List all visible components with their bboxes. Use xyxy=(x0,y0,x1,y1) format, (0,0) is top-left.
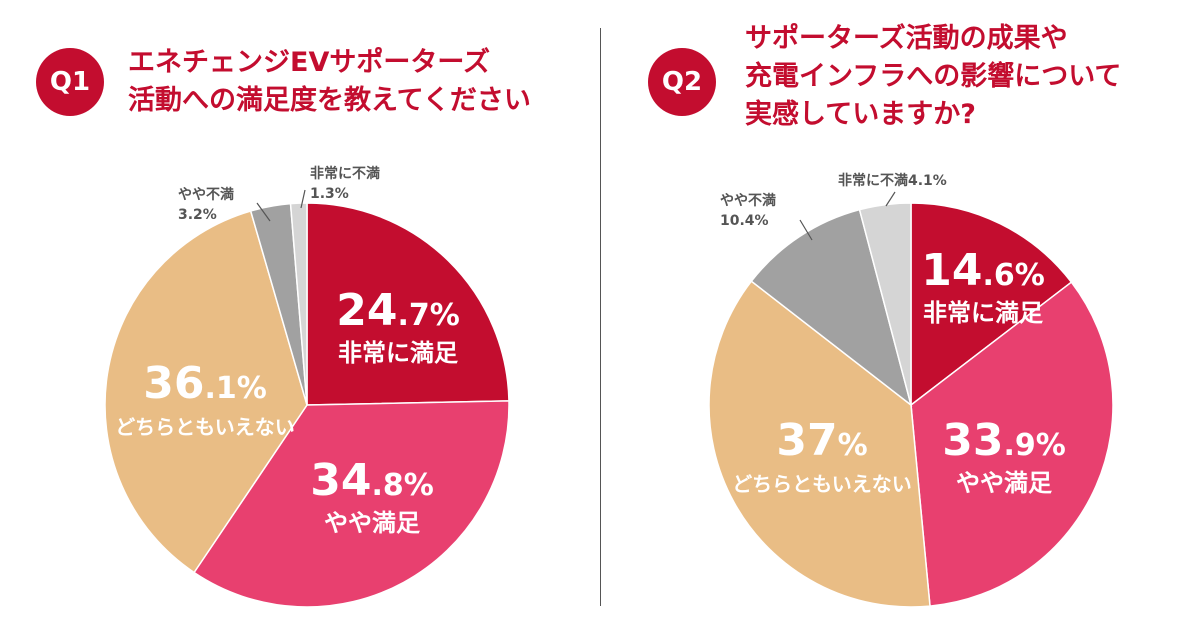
slice-category-label: やや満足 xyxy=(956,469,1052,497)
slice-category-label: やや不満 xyxy=(178,186,234,203)
pie-slice-very-satisfied xyxy=(306,202,510,406)
slice-category-text: 非常に不満 xyxy=(838,172,908,189)
slice-value-int: 37 xyxy=(776,415,837,466)
slice-category-label: 非常に満足 xyxy=(338,339,458,367)
q1-title: エネチェンジEVサポーターズ 活動への満足度を教えてください xyxy=(128,44,531,120)
q1-title-line-2: 活動への満足度を教えてください xyxy=(128,85,531,116)
pie-slice-somewhat-satisfied xyxy=(193,400,510,608)
slice-value-label: 24.7% xyxy=(336,285,460,336)
slice-value-int: 24 xyxy=(336,285,397,336)
slice-value-int: 34 xyxy=(310,455,371,506)
leader-line xyxy=(300,189,306,209)
slice-value-int: 33 xyxy=(942,415,1003,466)
q1-badge: Q1 xyxy=(36,48,104,116)
leader-line xyxy=(799,219,813,241)
slice-value-dec: .1% xyxy=(204,371,266,406)
pie-slice-neutral xyxy=(104,210,308,574)
slice-category-label: 非常に不満 xyxy=(310,165,380,182)
q2-badge: Q2 xyxy=(648,48,716,116)
q1-badge-label: Q1 xyxy=(49,67,91,97)
slice-value-label: 33.9% xyxy=(942,415,1066,466)
slice-value-label: 4.1% xyxy=(908,173,947,189)
pie-chart-q2: 14.6% 非常に満足 33.9% やや満足 37% どちらともいえない やや不満 10.4%… xyxy=(708,172,1114,608)
q2-title-line-3: 実感していますか? xyxy=(745,99,976,130)
q2-title-line-1: サポーターズ活動の成果や xyxy=(745,23,1068,54)
slice-value-dec: % xyxy=(838,428,868,463)
slice-category-label: やや不満 xyxy=(720,192,776,209)
pie-slice-somewhat-satisfied xyxy=(910,281,1114,607)
slice-category-label: 非常に満足 xyxy=(923,299,1043,327)
slice-category-label: どちらともいえない xyxy=(732,472,912,496)
pie-chart-q1: 24.7% 非常に満足 34.8% やや満足 36.1% どちらともいえない やや不満 3.2… xyxy=(104,165,510,608)
slice-value-label: 34.8% xyxy=(310,455,434,506)
slice-value-label: 10.4% xyxy=(720,213,769,229)
pie-slice-very-dissatisfied xyxy=(289,202,308,406)
slice-value-label: 3.2% xyxy=(178,207,217,223)
slice-value-dec: .6% xyxy=(982,258,1044,293)
slice-category-label: どちらともいえない xyxy=(115,415,295,439)
q2-title-line-2: 充電インフラへの影響について xyxy=(745,61,1122,92)
slice-category-label: やや満足 xyxy=(324,509,420,537)
pie-slice-very-dissatisfied xyxy=(858,202,912,406)
q2-badge-label: Q2 xyxy=(661,67,703,97)
slice-category-label: 非常に不満4.1% xyxy=(838,172,947,189)
leader-line xyxy=(885,191,896,207)
pie-slice-somewhat-dissatisfied xyxy=(750,208,913,407)
pie-slice-very-satisfied xyxy=(910,202,1073,407)
slice-value-dec: .7% xyxy=(397,298,459,333)
slice-value-label: 36.1% xyxy=(143,358,267,409)
slice-value-int: 14 xyxy=(921,245,982,296)
q2-title: サポーターズ活動の成果や 充電インフラへの影響について 実感していますか? xyxy=(745,20,1121,134)
slice-value-label: 1.3% xyxy=(310,186,349,202)
slice-value-label: 14.6% xyxy=(921,245,1045,296)
center-divider xyxy=(600,28,601,606)
slice-value-label: 37% xyxy=(776,415,867,466)
q1-title-line-1: エネチェンジEVサポーターズ xyxy=(128,47,490,78)
slice-value-dec: .9% xyxy=(1003,428,1065,463)
pie-slice-neutral xyxy=(708,280,931,608)
slice-value-int: 36 xyxy=(143,358,204,409)
leader-line xyxy=(256,202,271,222)
slice-value-dec: .8% xyxy=(371,468,433,503)
